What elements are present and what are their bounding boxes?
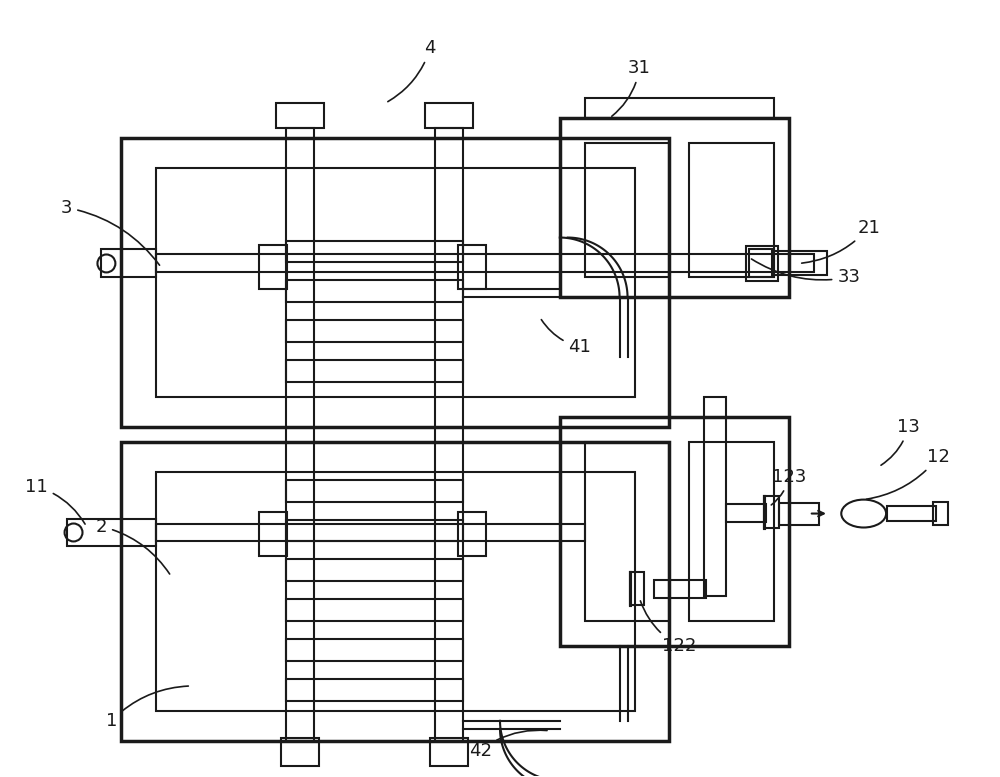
Text: 122: 122	[640, 601, 697, 655]
Bar	[560, 118, 789, 298]
Text: 41: 41	[541, 319, 591, 356]
Bar	[630, 573, 644, 605]
Text: 21: 21	[802, 218, 880, 263]
Bar	[764, 496, 779, 528]
Bar	[585, 98, 774, 118]
Text: 1: 1	[106, 686, 188, 730]
Text: 33: 33	[751, 259, 860, 287]
Bar	[286, 280, 463, 302]
Bar	[749, 249, 774, 277]
Bar	[101, 249, 156, 277]
Bar	[286, 320, 463, 342]
Bar	[779, 503, 819, 524]
Bar	[156, 255, 814, 273]
Text: 11: 11	[25, 478, 85, 524]
Text: 3: 3	[61, 199, 160, 265]
Bar	[121, 138, 669, 427]
Bar	[585, 442, 669, 621]
Text: 4: 4	[388, 39, 436, 102]
Bar	[585, 143, 669, 277]
Bar	[435, 128, 463, 740]
Bar	[156, 168, 635, 397]
Bar	[286, 559, 463, 581]
Bar	[933, 502, 948, 524]
Bar	[430, 737, 468, 765]
Text: 31: 31	[612, 59, 651, 117]
Bar	[704, 397, 726, 596]
Bar	[259, 511, 287, 556]
Bar	[121, 442, 669, 740]
Bar	[772, 252, 827, 275]
Bar	[654, 580, 706, 598]
Bar	[286, 241, 463, 263]
Bar	[281, 737, 319, 765]
Bar	[286, 360, 463, 382]
Bar	[425, 103, 473, 128]
Bar	[156, 524, 585, 542]
Text: 42: 42	[469, 730, 547, 760]
Text: 123: 123	[771, 468, 806, 505]
Bar	[67, 518, 156, 546]
Text: 13: 13	[881, 418, 920, 465]
Bar	[726, 503, 766, 521]
Bar	[689, 143, 774, 277]
Bar	[458, 245, 486, 289]
Text: 2: 2	[96, 517, 170, 574]
Bar	[458, 511, 486, 556]
Bar	[286, 520, 463, 542]
Text: 12: 12	[866, 448, 950, 499]
Bar	[689, 442, 774, 621]
Bar	[286, 128, 314, 740]
Bar	[560, 417, 789, 646]
Bar	[259, 245, 287, 289]
Bar	[156, 472, 635, 711]
Bar	[286, 679, 463, 701]
Bar	[746, 246, 778, 281]
Bar	[286, 599, 463, 621]
Bar	[276, 103, 324, 128]
Bar	[286, 639, 463, 661]
Bar	[286, 479, 463, 502]
Bar	[887, 506, 936, 521]
